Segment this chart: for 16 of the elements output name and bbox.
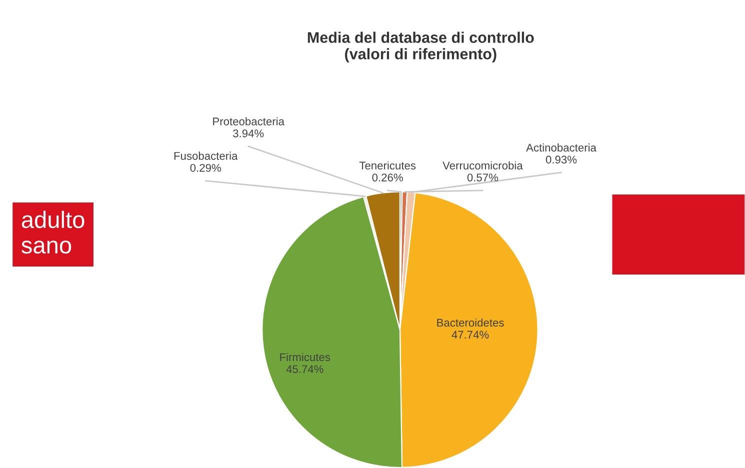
slice-label: Proteobacteria — [213, 117, 284, 126]
data-label: 0.26% — [372, 174, 403, 182]
slice-label: Fusobacteria — [174, 152, 238, 160]
data-label: 45.74% — [286, 365, 324, 374]
data-label: 47.74% — [452, 330, 489, 339]
slice-label: Bacteroidetes — [437, 318, 504, 327]
text: adulto sano — [22, 210, 84, 254]
data-label: 0.29% — [190, 164, 221, 172]
slice-label: Verrucomicrobia — [442, 161, 523, 170]
data-label: 0.93% — [546, 156, 577, 164]
data-label: 0.57% — [467, 174, 498, 182]
data-label: 3.94% — [233, 129, 264, 138]
slice-label: Actinobacteria — [526, 143, 596, 152]
slice-label: Firmicutes — [280, 352, 330, 362]
slice-label: Tenericutes — [359, 161, 416, 170]
chart-title: Media del database di controllo (valori di riferimento) — [308, 32, 534, 62]
